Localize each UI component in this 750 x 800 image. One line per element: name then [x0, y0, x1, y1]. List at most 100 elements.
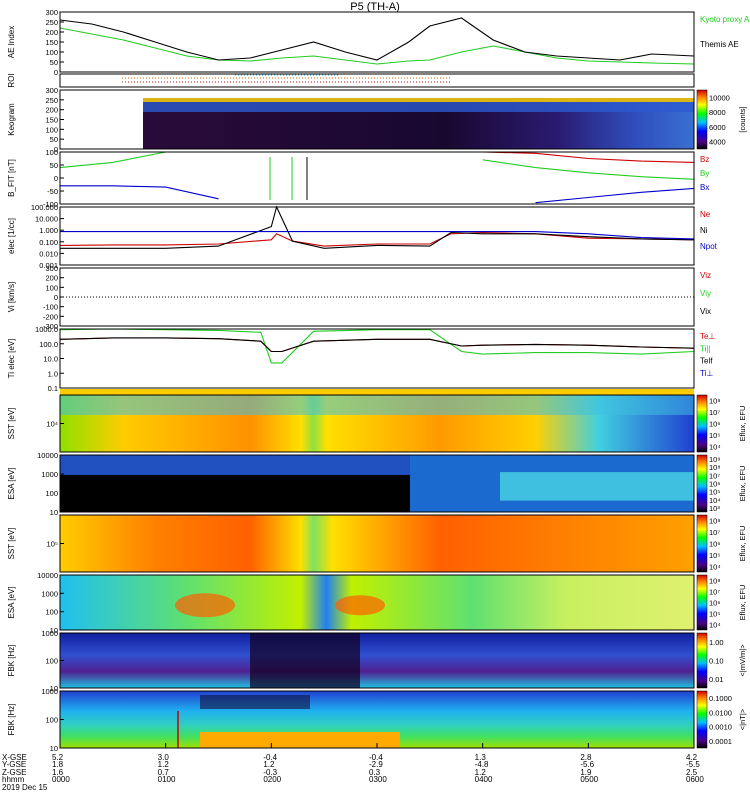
vi-ytick-label-3: 0 [54, 293, 58, 302]
esa1-ytick-label-1: 100 [45, 489, 58, 498]
keogram-cb-tick-3: 10000 [709, 93, 730, 102]
temp-series-0 [59, 337, 695, 353]
footer-value: 0300 [369, 775, 387, 785]
footer-value: -5.5 [686, 760, 700, 770]
fbk2-dark-region [200, 695, 310, 709]
esa2-cb-tick-3: 10⁷ [709, 588, 720, 597]
sst2-colorbar [696, 514, 708, 573]
dens-legend-2: Npot [700, 242, 718, 251]
bfit-ytick-label-1: -50 [47, 187, 58, 196]
footer-row-label: 2019 Dec 15 [2, 782, 48, 792]
sst1-cb-tick-2: 10⁶ [709, 420, 720, 429]
fbk1-image [60, 633, 694, 688]
footer-value: 0.7 [157, 767, 169, 777]
dens-series-1 [60, 205, 695, 249]
footer-row-label: Z-GSE [2, 767, 27, 777]
esa1-right-band [500, 472, 694, 501]
sst2-ylabel: SST [eV] [7, 528, 16, 560]
vi-legend-2: Vix [700, 307, 711, 316]
sst2-cb-tick-2: 10⁶ [709, 540, 720, 549]
vi-ytick-label-6: 300 [45, 264, 58, 273]
footer-value: 0600 [686, 775, 704, 785]
esa1-ytick-label-0: 10 [50, 508, 58, 517]
sst2-cb-label: Eflux, EFU [738, 526, 747, 562]
ae-legend-1: Themis AE [700, 40, 739, 49]
fbk1-cb-tick-1: 0.10 [709, 657, 724, 666]
plot-title: P5 (TH-A) [350, 1, 400, 13]
bfit-legend-0: Bz [700, 155, 709, 164]
temp-ytick-label-1: 1.0 [48, 369, 58, 378]
vi-legend-1: Viy [700, 289, 711, 298]
temp-series-1 [59, 328, 695, 364]
roi-frame [59, 73, 695, 88]
dens-legend-1: Ni [700, 226, 708, 235]
sst1-colorbar [696, 394, 708, 453]
fbk1-dark-region [250, 633, 360, 688]
sst1-cb-label: Eflux, EFU [738, 406, 747, 442]
esa1-ylabel: ESA [eV] [7, 467, 16, 499]
dens-legend-0: Ne [700, 210, 711, 219]
footer-value: 5.2 [52, 753, 64, 762]
footer-value: -5.6 [580, 760, 595, 770]
footer-value: -2.9 [369, 760, 383, 770]
fbk1-ytick-label-2: 1000 [41, 629, 58, 638]
footer-row-label: hhmm [2, 775, 25, 785]
fbk1-cb-tick-2: 1.00 [709, 638, 724, 647]
footer-value: 1.6 [52, 767, 64, 777]
esa2-colorbar [696, 574, 708, 631]
footer-row-label: X-GSE [2, 753, 27, 762]
vi-ytick-label-0: -300 [43, 322, 58, 331]
footer-value: -0.3 [263, 767, 278, 777]
keogram-top-edge [143, 98, 694, 102]
footer-value: 1.9 [580, 767, 592, 777]
footer-value: 0500 [580, 775, 599, 785]
esa2-ytick-label-3: 10000 [37, 571, 58, 580]
sst1-ytick-label-0: 10⁴ [46, 420, 58, 429]
vi-frame [59, 267, 695, 327]
footer-value: -0.4 [369, 753, 383, 762]
esa1-cb-tick-0: 10³ [709, 504, 720, 513]
esa2-cb-tick-4: 10⁸ [709, 577, 721, 586]
sst2-cb-tick-3: 10⁷ [709, 528, 720, 537]
temp-series-2 [59, 337, 695, 353]
sst1-cb-tick-1: 10⁵ [709, 431, 720, 440]
footer-value: 0100 [157, 775, 176, 785]
keogram-cb-label: [counts] [738, 106, 747, 132]
fbk1-cb-tick-0: 0.01 [709, 675, 724, 684]
vi-ylabel: Vi [km/s] [7, 282, 16, 313]
keogram-ytick-label-1: 50 [50, 135, 58, 144]
keogram-colorbar [696, 89, 708, 150]
esa2-ytick-label-0: 10 [50, 626, 58, 635]
dens-series-0 [59, 231, 695, 247]
dens-ytick-label-0: 0.001 [39, 261, 58, 270]
esa2-ytick-label-2: 1000 [41, 589, 58, 598]
dens-ytick-label-5: 100.000 [31, 203, 58, 212]
esa1-cb-label: Eflux, EFU [738, 466, 747, 502]
sst2-cb-tick-4: 10⁸ [709, 517, 721, 526]
dens-series-2 [60, 231, 695, 240]
roi-ylabel: ROI [7, 73, 16, 87]
keogram-cb-tick-0: 4000 [709, 138, 726, 147]
temp-legend-1: Ti|| [700, 344, 711, 353]
temp-legend-3: Ti⊥ [700, 369, 713, 378]
footer-value: 2.8 [580, 753, 592, 762]
keogram-ytick-label-2: 100 [45, 125, 58, 134]
temp-ytick-label-3: 100.0 [39, 340, 58, 349]
bfit-legend-2: Bx [700, 183, 709, 192]
esa2-cb-tick-2: 10⁶ [709, 599, 720, 608]
temp-ylabel: Ti elec [eV] [7, 339, 16, 379]
footer-value: -0.4 [263, 753, 278, 762]
sst2-image [60, 515, 694, 572]
fbk1-ytick-label-1: 100 [45, 657, 58, 666]
keogram-ytick-label-3: 150 [45, 116, 58, 125]
fbk1-colorbar [696, 632, 708, 689]
esa1-colorbar [696, 454, 708, 513]
fbk2-cb-tick-3: 0.1000 [709, 694, 732, 703]
bfit-ytick-label-2: 0 [54, 174, 58, 183]
esa1-cb-tick-6: 10⁹ [709, 455, 721, 464]
dens-ytick-label-3: 1.000 [39, 226, 58, 235]
footer-value: 1.3 [474, 753, 486, 762]
fbk2-ylabel: FBK [Hz] [7, 703, 16, 735]
ae-ytick-label-6: 300 [45, 8, 58, 17]
sst1-high-energy [60, 395, 694, 415]
